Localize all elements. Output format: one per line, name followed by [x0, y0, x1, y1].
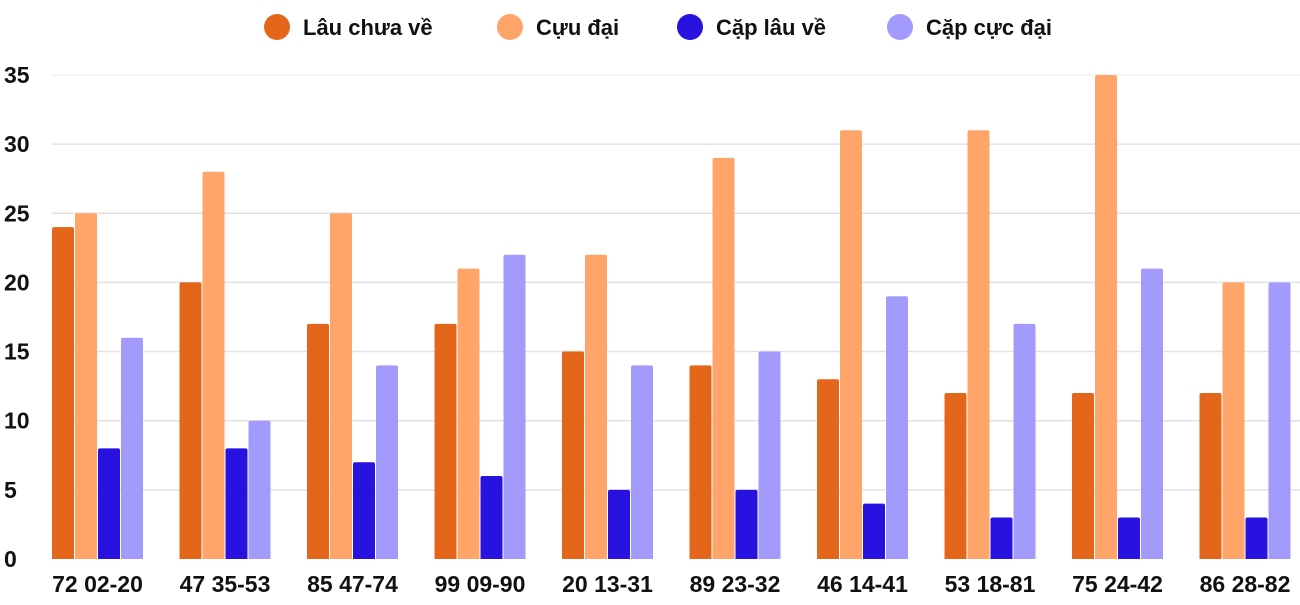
bar — [990, 517, 1013, 559]
legend-label: Lâu chưa về — [303, 15, 433, 40]
legend-label: Cặp cực đại — [926, 15, 1052, 40]
bar — [434, 323, 457, 559]
legend-label: Cựu đại — [536, 15, 619, 40]
bar — [457, 268, 480, 559]
legend-swatch — [497, 14, 523, 40]
bar — [562, 351, 584, 559]
y-axis: 0 5 10 15 20 25 30 35 — [4, 62, 30, 572]
bars — [52, 74, 1291, 559]
bar — [1013, 323, 1036, 559]
y-tick-label: 30 — [4, 131, 30, 157]
bar — [863, 503, 885, 559]
y-tick-label: 15 — [4, 339, 30, 365]
y-tick-label: 35 — [4, 62, 30, 88]
y-tick-label: 25 — [4, 200, 30, 226]
legend-swatch — [677, 14, 703, 40]
bar — [735, 489, 758, 559]
legend-item[interactable]: Cựu đại — [497, 14, 619, 40]
y-tick-label: 10 — [4, 408, 30, 434]
bar — [480, 476, 503, 559]
legend-item[interactable]: Cặp cực đại — [887, 14, 1052, 40]
x-tick-label: 72 02-20 — [52, 571, 143, 597]
bar — [1118, 517, 1140, 559]
bar — [1222, 282, 1245, 559]
y-tick-label: 5 — [4, 477, 17, 503]
bar — [1199, 393, 1222, 559]
bar — [608, 489, 630, 559]
bar — [248, 420, 271, 559]
bar — [967, 130, 990, 559]
bar — [376, 365, 398, 559]
bar — [758, 351, 781, 559]
bar — [1072, 393, 1094, 559]
bar — [75, 213, 97, 559]
legend-swatch — [887, 14, 913, 40]
x-tick-label: 53 18-81 — [945, 571, 1036, 597]
bar — [225, 448, 248, 559]
bar — [1095, 74, 1117, 559]
y-tick-label: 0 — [4, 546, 17, 572]
bar — [503, 254, 526, 559]
y-tick-label: 20 — [4, 269, 30, 295]
x-tick-label: 99 09-90 — [435, 571, 526, 597]
bar — [353, 462, 375, 559]
bar — [1141, 268, 1163, 559]
legend: Lâu chưa về Cựu đại Cặp lâu về Cặp cực đại — [264, 14, 1052, 40]
bar — [330, 213, 352, 559]
legend-item[interactable]: Lâu chưa về — [264, 14, 433, 40]
legend-swatch — [264, 14, 290, 40]
legend-item[interactable]: Cặp lâu về — [677, 14, 826, 40]
bar — [307, 323, 329, 559]
x-tick-label: 20 13-31 — [562, 571, 653, 597]
bar — [712, 157, 735, 559]
bar — [886, 296, 908, 559]
x-tick-label: 47 35-53 — [180, 571, 271, 597]
x-tick-label: 46 14-41 — [817, 571, 908, 597]
x-tick-label: 89 23-32 — [690, 571, 781, 597]
bar — [840, 130, 862, 559]
legend-label: Cặp lâu về — [716, 15, 826, 40]
bar — [689, 365, 712, 559]
bar — [98, 448, 120, 559]
bar — [179, 282, 202, 559]
bar — [817, 379, 839, 559]
bar — [1245, 517, 1268, 559]
bar — [52, 227, 74, 559]
x-tick-label: 85 47-74 — [307, 571, 398, 597]
bar — [202, 171, 225, 559]
x-tick-label: 86 28-82 — [1200, 571, 1291, 597]
bar — [631, 365, 653, 559]
bar — [121, 337, 143, 559]
x-axis: 72 02-20 47 35-53 85 47-74 99 09-90 20 13-31… — [52, 571, 1290, 597]
x-tick-label: 75 24-42 — [1072, 571, 1163, 597]
bar — [585, 254, 607, 559]
bar — [1268, 282, 1291, 559]
bar — [944, 393, 967, 559]
